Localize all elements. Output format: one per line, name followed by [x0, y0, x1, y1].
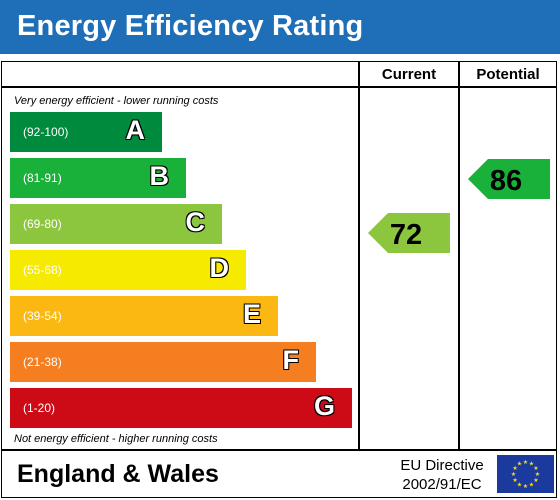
band-letter-label: F [282, 345, 300, 375]
directive-line-2: 2002/91/EC [402, 476, 482, 493]
band-c: (69-80) C [10, 204, 222, 244]
note-inefficient: Not energy efficient - higher running co… [14, 433, 218, 445]
band-letter-label: A [125, 115, 146, 145]
directive-line-1: EU Directive [400, 457, 484, 474]
band-letter-label: E [242, 299, 261, 329]
flag-star-icon: ★ [529, 481, 534, 488]
footer-region: England & Wales [17, 460, 219, 488]
band-range-label: (21-38) [23, 355, 62, 369]
column-header-current: Current [381, 66, 437, 83]
page-title: Energy Efficiency Rating [17, 10, 364, 42]
band-g: (1-20) G [10, 388, 352, 428]
flag-star-icon: ★ [535, 471, 540, 478]
flag-star-icon: ★ [517, 481, 522, 488]
flag-star-icon: ★ [523, 459, 528, 466]
band-f: (21-38) F [10, 342, 316, 382]
potential-rating-value: 86 [490, 165, 522, 197]
band-range-label: (1-20) [23, 401, 56, 415]
band-letter-label: B [149, 161, 170, 191]
title-bar: Energy Efficiency Rating [0, 0, 560, 54]
band-d: (55-68) D [10, 250, 246, 290]
rating-panel [1, 61, 557, 498]
flag-star-icon: ★ [529, 461, 534, 468]
flag-star-icon: ★ [512, 477, 517, 484]
potential-arrow-shape [468, 159, 550, 199]
divider-current [358, 61, 360, 449]
divider-footer [1, 449, 557, 451]
band-letter-label: C [185, 207, 206, 237]
eu-flag-icon: ★ ★ ★ ★ ★ ★ ★ ★ ★ ★ ★ ★ [497, 455, 554, 493]
flag-star-icon: ★ [523, 483, 528, 490]
current-arrow-shape [368, 213, 450, 253]
band-range-label: (81-91) [23, 171, 62, 185]
column-header-potential: Potential [476, 66, 540, 83]
flag-star-icon: ★ [511, 471, 516, 478]
current-rating-value: 72 [390, 219, 422, 251]
band-range-label: (92-100) [23, 125, 69, 139]
band-letter-label: G [313, 391, 335, 421]
flag-star-icon: ★ [512, 465, 517, 472]
current-rating-arrow: 72 [368, 213, 450, 253]
potential-rating-arrow: 86 [468, 159, 550, 199]
flag-star-icon: ★ [533, 477, 538, 484]
band-e: (39-54) E [10, 296, 278, 336]
flag-star-icon: ★ [533, 465, 538, 472]
divider-potential [458, 61, 460, 449]
note-efficient: Very energy efficient - lower running co… [14, 95, 219, 107]
band-b: (81-91) B [10, 158, 186, 198]
flag-star-icon: ★ [517, 461, 522, 468]
band-letter-label: D [209, 253, 230, 283]
band-range-label: (69-80) [23, 217, 62, 231]
band-range-label: (39-54) [23, 309, 62, 323]
divider-header [1, 86, 557, 88]
band-a: (92-100) A [10, 112, 162, 152]
band-range-label: (55-68) [23, 263, 62, 277]
